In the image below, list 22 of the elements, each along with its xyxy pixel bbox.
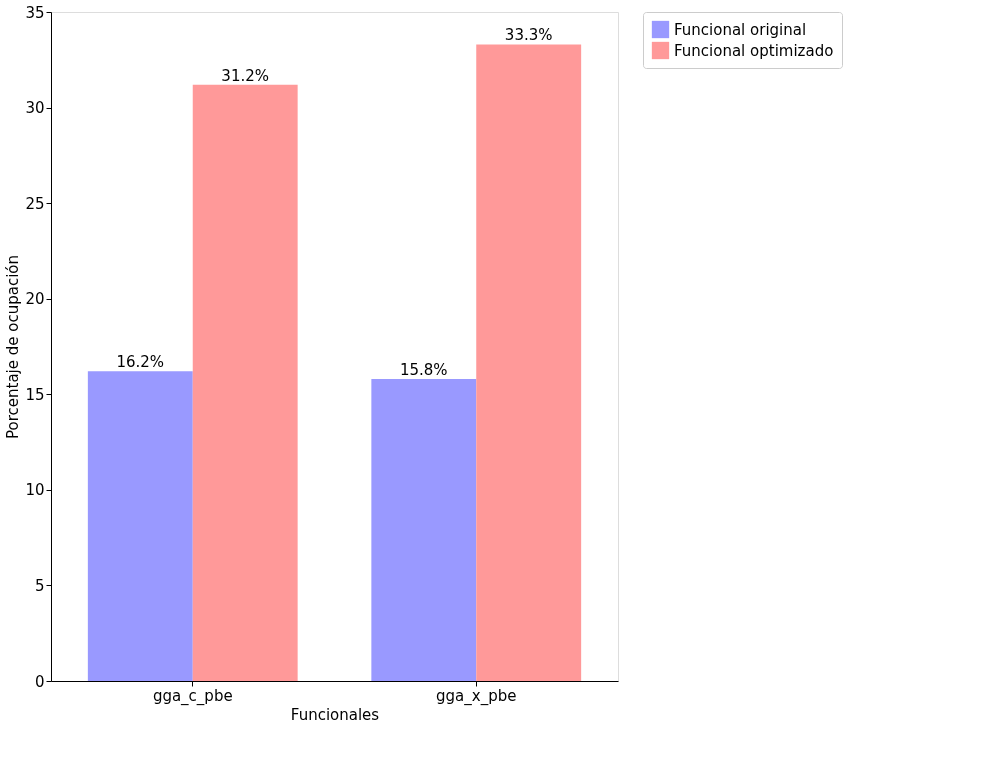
data-label: 15.8% — [399, 360, 448, 379]
bar — [192, 84, 298, 681]
y-tick-label: 10 — [25, 481, 45, 500]
y-tick-label: 0 — [34, 672, 45, 691]
data-label: 16.2% — [116, 353, 165, 372]
data-label: 33.3% — [504, 26, 553, 45]
y-axis-title: Porcentaje de ocupación — [4, 254, 23, 440]
bar — [371, 378, 477, 681]
y-tick-label: 25 — [25, 194, 45, 213]
legend-label: Funcional optimizado — [674, 41, 834, 60]
bar — [476, 44, 582, 681]
x-tick-label: gga_c_pbe — [152, 686, 233, 706]
x-axis-title: Funcionales — [290, 705, 380, 724]
y-tick-label: 20 — [25, 290, 45, 309]
y-tick-label: 35 — [25, 3, 45, 22]
bar — [87, 371, 193, 681]
data-label: 31.2% — [221, 66, 270, 85]
y-tick-label: 5 — [34, 576, 45, 595]
y-tick-label: 15 — [25, 385, 45, 404]
y-tick-label: 30 — [25, 99, 45, 118]
x-tick-label: gga_x_pbe — [436, 686, 517, 706]
legend-label: Funcional original — [674, 20, 807, 39]
